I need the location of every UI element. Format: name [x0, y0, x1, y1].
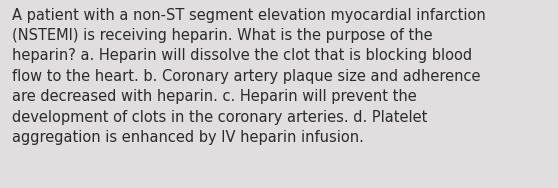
Text: A patient with a non-ST segment elevation myocardial infarction
(NSTEMI) is rece: A patient with a non-ST segment elevatio… — [12, 8, 486, 145]
